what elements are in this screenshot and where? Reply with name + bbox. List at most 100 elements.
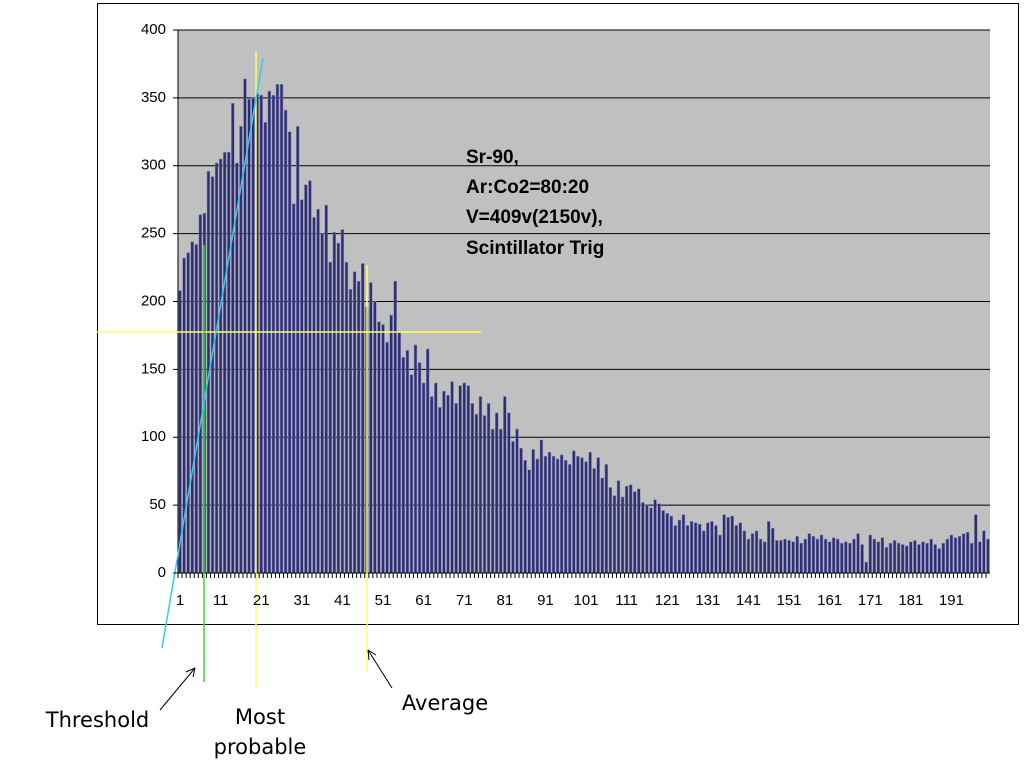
x-tick-label: 71 [456,592,473,609]
bar [503,396,507,574]
bar [722,514,726,574]
bar [527,469,531,574]
bar [523,460,527,574]
bar [706,522,710,574]
bar [251,97,255,574]
bar [235,162,239,574]
bar [580,457,584,574]
bar [750,533,755,574]
bar [872,538,876,574]
bar [629,484,633,574]
bar [689,521,694,574]
bar [466,385,470,574]
bar [194,244,198,574]
bar [645,504,649,574]
annotation: Scintillator Trig [466,238,604,259]
bar [921,541,925,574]
bar [336,242,341,574]
x-tick-label: 161 [817,592,842,609]
bar [393,280,397,574]
bar [746,538,751,574]
bar [198,214,203,574]
bar [762,541,767,574]
bar [320,233,324,574]
arrow [159,667,196,711]
bar [442,390,446,574]
bar [434,382,438,574]
bar [511,441,515,574]
bar [844,541,848,574]
bar [823,538,828,574]
bar [559,454,564,574]
bar [974,514,978,574]
bar [283,109,288,574]
bar [486,403,491,574]
bar [482,415,487,574]
bar [641,502,645,574]
bar [836,538,840,574]
bar [446,394,450,574]
bar [210,176,215,574]
bar [490,428,495,574]
bar [547,451,552,574]
bar [352,271,357,574]
bar [312,217,316,574]
bar [864,561,868,574]
bar [555,458,560,574]
bar [178,290,182,574]
bar [649,507,653,574]
bar [344,261,349,574]
bar [661,510,665,574]
bar [767,521,771,574]
bar [714,525,718,574]
x-tick-label: 81 [496,592,513,609]
bar [978,541,982,574]
bar [304,184,308,574]
bar [742,530,747,574]
bar [775,540,779,574]
bar [982,530,986,574]
y-tick-label: 0 [158,564,166,581]
x-tick-label: 171 [858,592,883,609]
bar [957,536,962,574]
bar [409,374,414,574]
bar [458,385,462,574]
bar [896,542,901,574]
bar [840,542,844,574]
bar [892,540,897,574]
bar [608,487,613,574]
slope-line [161,57,264,649]
bar [515,428,519,574]
bar [588,451,592,574]
bar [884,546,889,574]
bar [710,521,714,574]
bar [405,350,410,574]
bar [572,450,576,574]
bar [702,530,706,574]
bar [815,538,820,574]
bar [507,412,511,574]
bar [795,536,799,574]
bar [637,488,641,574]
bar [600,477,604,574]
bar [401,356,406,574]
bar [738,522,742,574]
bar [495,412,499,574]
bar [848,542,852,574]
bar [227,151,231,574]
bar [698,523,702,574]
bar [474,413,479,574]
x-tick-label: 131 [695,592,720,609]
bar [730,515,734,574]
x-tick-label: 91 [537,592,554,609]
bar [576,456,580,574]
marker-label: Most probable [213,705,307,759]
bar [478,396,483,574]
bar [417,362,422,574]
bar [819,534,824,574]
bar [604,464,609,574]
bar [340,229,345,574]
bar [779,540,783,574]
bar [275,84,280,574]
